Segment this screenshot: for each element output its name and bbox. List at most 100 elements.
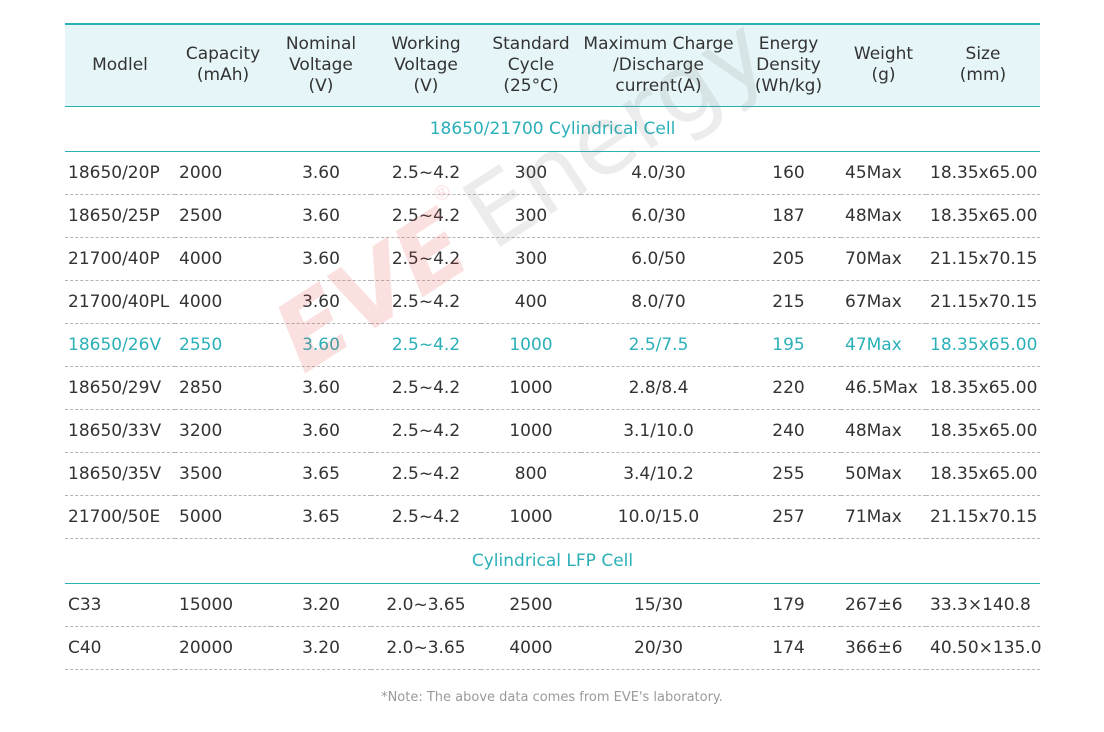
cell-standard-cycle: 4000 <box>481 626 581 670</box>
cell-model: 18650/35V <box>65 452 175 496</box>
cell-weight: 48Max <box>841 409 926 453</box>
cell-size: 18.35x65.00 <box>926 366 1040 410</box>
cell-working-voltage: 2.0~3.65 <box>371 626 481 670</box>
cell-size: 18.35x65.00 <box>926 194 1040 238</box>
cell-energy-density: 195 <box>736 323 841 367</box>
cell-energy-density: 220 <box>736 366 841 410</box>
cell-model: C40 <box>65 626 175 670</box>
cell-nominal-voltage: 3.60 <box>271 323 371 367</box>
header-size: Size (mm) <box>959 44 1007 86</box>
cell-working-voltage: 2.5~4.2 <box>371 409 481 453</box>
header-energy-density: Energy Density (Wh/kg) <box>754 33 823 96</box>
cell-max-current: 20/30 <box>581 626 736 670</box>
cell-working-voltage: 2.5~4.2 <box>371 323 481 367</box>
cell-nominal-voltage: 3.60 <box>271 237 371 281</box>
cell-energy-density: 215 <box>736 280 841 324</box>
cell-weight: 267±6 <box>841 583 926 627</box>
cell-weight: 366±6 <box>841 626 926 670</box>
cell-standard-cycle: 300 <box>481 194 581 238</box>
cell-max-current: 3.1/10.0 <box>581 409 736 453</box>
cell-max-current: 6.0/50 <box>581 237 736 281</box>
cell-weight: 71Max <box>841 495 926 539</box>
cell-energy-density: 205 <box>736 237 841 281</box>
cell-weight: 67Max <box>841 280 926 324</box>
cell-nominal-voltage: 3.20 <box>271 583 371 627</box>
table-row: C40 20000 3.20 2.0~3.65 4000 20/30 174 366±6 40.… <box>65 626 1042 670</box>
cell-model: 18650/26V <box>65 323 175 367</box>
cell-nominal-voltage: 3.65 <box>271 452 371 496</box>
cell-model: C33 <box>65 583 175 627</box>
cell-standard-cycle: 300 <box>481 237 581 281</box>
cell-standard-cycle: 300 <box>481 151 581 195</box>
table-row: 18650/25P 2500 3.60 2.5~4.2 300 6.0/30 187 48Ma… <box>65 194 1040 238</box>
header-capacity: Capacity (mAh) <box>185 44 261 86</box>
cell-working-voltage: 2.5~4.2 <box>371 151 481 195</box>
cell-working-voltage: 2.5~4.2 <box>371 452 481 496</box>
header-max-current: Maximum Charge /Discharge current(A) <box>583 33 734 96</box>
cell-size: 21.15x70.15 <box>926 237 1040 281</box>
cell-capacity: 3500 <box>175 452 271 496</box>
cell-max-current: 15/30 <box>581 583 736 627</box>
cell-weight: 50Max <box>841 452 926 496</box>
cell-size: 18.35x65.00 <box>926 323 1040 367</box>
cell-nominal-voltage: 3.60 <box>271 280 371 324</box>
cell-size: 18.35x65.00 <box>926 452 1040 496</box>
cell-size: 40.50×135.0 <box>926 626 1042 670</box>
table-row: 21700/40PL 4000 3.60 2.5~4.2 400 8.0/70 215 67M… <box>65 280 1040 324</box>
table-row: C33 15000 3.20 2.0~3.65 2500 15/30 179 267±6 33.… <box>65 583 1040 627</box>
cell-capacity: 2500 <box>175 194 271 238</box>
cell-energy-density: 257 <box>736 495 841 539</box>
table-row: 18650/29V 2850 3.60 2.5~4.2 1000 2.8/8.4 220 46… <box>65 366 1040 410</box>
cell-standard-cycle: 1000 <box>481 495 581 539</box>
cell-standard-cycle: 400 <box>481 280 581 324</box>
table-row: 18650/35V 3500 3.65 2.5~4.2 800 3.4/10.2 255 50… <box>65 452 1040 496</box>
cell-model: 21700/40P <box>65 237 175 281</box>
cell-capacity: 2000 <box>175 151 271 195</box>
cell-max-current: 6.0/30 <box>581 194 736 238</box>
table-body: 18650/21700 Cylindrical Cell 18650/20P 200… <box>65 106 1042 670</box>
header-model: Modlel <box>92 54 148 75</box>
cell-standard-cycle: 1000 <box>481 366 581 410</box>
cell-capacity: 2550 <box>175 323 271 367</box>
cell-max-current: 4.0/30 <box>581 151 736 195</box>
cell-size: 33.3×140.8 <box>926 583 1040 627</box>
cell-energy-density: 240 <box>736 409 841 453</box>
cell-nominal-voltage: 3.60 <box>271 194 371 238</box>
cell-max-current: 8.0/70 <box>581 280 736 324</box>
section-title: Cylindrical LFP Cell <box>65 538 1040 584</box>
cell-weight: 70Max <box>841 237 926 281</box>
cell-size: 18.35x65.00 <box>926 151 1040 195</box>
cell-energy-density: 255 <box>736 452 841 496</box>
table-row: 18650/20P 2000 3.60 2.5~4.2 300 4.0/30 160 45Ma… <box>65 151 1040 195</box>
section-header-row: Cylindrical LFP Cell <box>65 538 1040 584</box>
cell-energy-density: 187 <box>736 194 841 238</box>
cell-max-current: 2.8/8.4 <box>581 366 736 410</box>
cell-working-voltage: 2.0~3.65 <box>371 583 481 627</box>
cell-working-voltage: 2.5~4.2 <box>371 366 481 410</box>
cell-energy-density: 179 <box>736 583 841 627</box>
cell-weight: 48Max <box>841 194 926 238</box>
header-working-voltage: Working Voltage (V) <box>391 33 461 96</box>
cell-nominal-voltage: 3.60 <box>271 151 371 195</box>
cell-capacity: 20000 <box>175 626 271 670</box>
cell-size: 21.15x70.15 <box>926 280 1040 324</box>
cell-capacity: 4000 <box>175 237 271 281</box>
cell-nominal-voltage: 3.60 <box>271 409 371 453</box>
cell-model: 18650/29V <box>65 366 175 410</box>
cell-energy-density: 174 <box>736 626 841 670</box>
table-row: 21700/50E 5000 3.65 2.5~4.2 1000 10.0/15.0 257… <box>65 495 1040 539</box>
header-row: Modlel Capacity (mAh) Nominal Voltage (V… <box>65 24 1040 106</box>
cell-model: 18650/20P <box>65 151 175 195</box>
cell-capacity: 5000 <box>175 495 271 539</box>
battery-spec-table: Modlel Capacity (mAh) Nominal Voltage (V… <box>65 23 1042 670</box>
table-row: 21700/40P 4000 3.60 2.5~4.2 300 6.0/50 205 70Ma… <box>65 237 1040 281</box>
cell-model: 21700/40PL <box>65 280 175 324</box>
cell-working-voltage: 2.5~4.2 <box>371 495 481 539</box>
cell-weight: 45Max <box>841 151 926 195</box>
cell-working-voltage: 2.5~4.2 <box>371 280 481 324</box>
cell-max-current: 10.0/15.0 <box>581 495 736 539</box>
cell-model: 21700/50E <box>65 495 175 539</box>
cell-size: 18.35x65.00 <box>926 409 1040 453</box>
cell-nominal-voltage: 3.60 <box>271 366 371 410</box>
cell-standard-cycle: 2500 <box>481 583 581 627</box>
